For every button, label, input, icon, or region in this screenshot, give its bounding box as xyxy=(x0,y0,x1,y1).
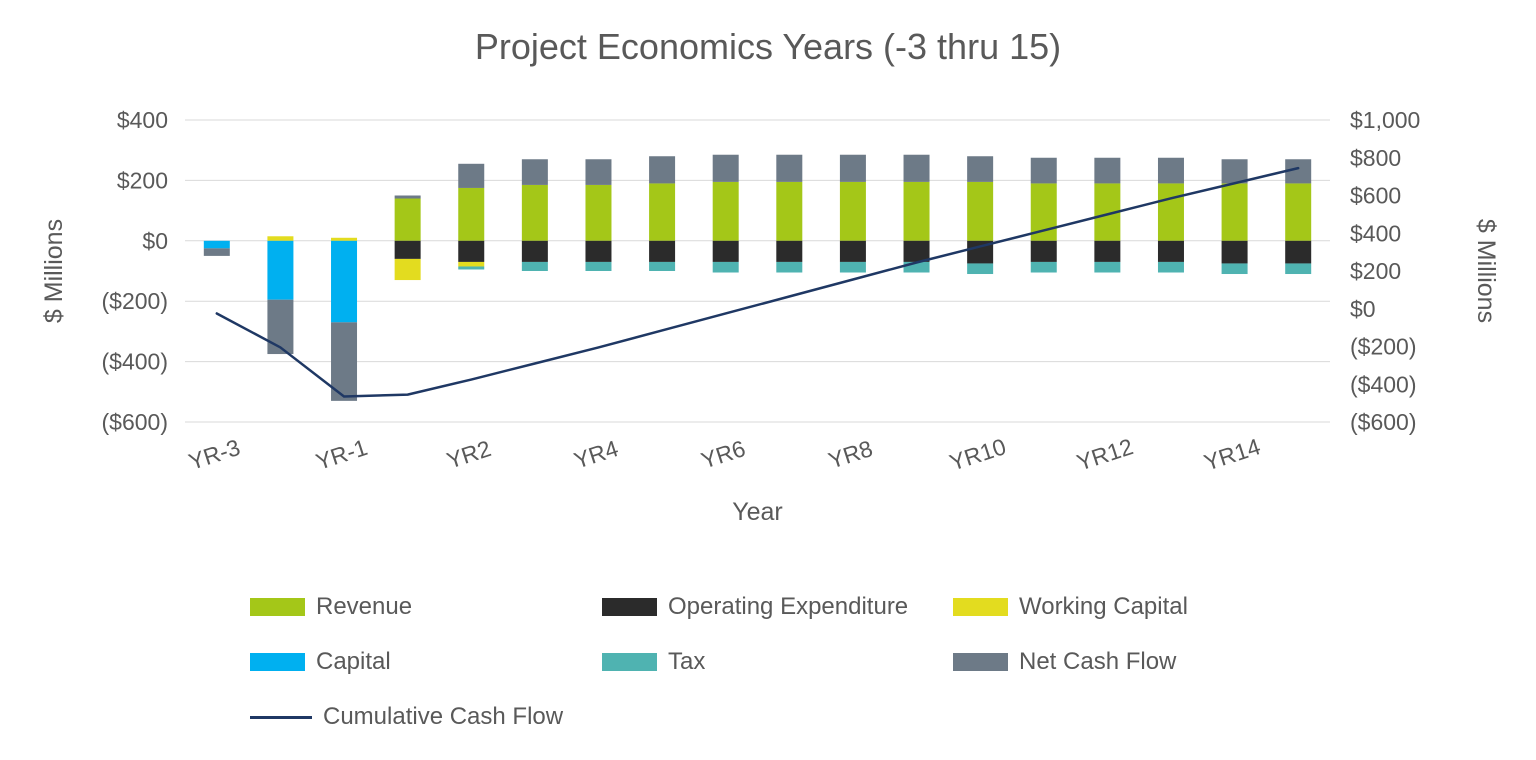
svg-text:YR8: YR8 xyxy=(825,435,876,474)
legend-label-cumulative-cash-flow: Cumulative Cash Flow xyxy=(323,703,564,730)
svg-text:Year: Year xyxy=(732,498,783,526)
chart-plot-area: $400 $200 $0 ($200) ($400) ($600) $1,000 $800 $6… xyxy=(40,107,1500,526)
legend-item-operating-expenditure: Operating Expenditure xyxy=(602,592,908,622)
svg-text:$1,000: $1,000 xyxy=(1350,107,1420,133)
legend-label-revenue: Revenue xyxy=(316,593,413,620)
svg-text:$200: $200 xyxy=(117,167,168,193)
svg-text:YR-1: YR-1 xyxy=(313,434,371,475)
svg-text:YR14: YR14 xyxy=(1201,433,1264,476)
svg-text:$ Millions: $ Millions xyxy=(1472,219,1500,323)
net-cash-flow-swatch-icon xyxy=(953,653,1008,671)
svg-text:$600: $600 xyxy=(1350,183,1401,209)
svg-text:$400: $400 xyxy=(117,107,168,133)
svg-text:YR12: YR12 xyxy=(1074,433,1137,476)
chart-title: Project Economics Years (-3 thru 15) xyxy=(474,26,1062,67)
legend-label-net-cash-flow: Net Cash Flow xyxy=(1019,648,1177,675)
svg-text:YR4: YR4 xyxy=(571,435,622,474)
legend-item-cumulative-cash-flow: Cumulative Cash Flow xyxy=(250,702,563,732)
svg-text:YR2: YR2 xyxy=(443,435,494,474)
svg-text:($200): ($200) xyxy=(1350,334,1416,360)
legend-item-revenue: Revenue xyxy=(250,592,412,622)
svg-text:$ Millions: $ Millions xyxy=(40,219,68,323)
legend-label-capital: Capital xyxy=(316,648,391,675)
working-capital-swatch-icon xyxy=(953,598,1008,616)
legend-label-working-capital: Working Capital xyxy=(1019,593,1188,620)
svg-text:YR-3: YR-3 xyxy=(185,434,243,475)
svg-text:$800: $800 xyxy=(1350,145,1401,171)
svg-text:($400): ($400) xyxy=(102,349,168,375)
svg-text:YR10: YR10 xyxy=(946,433,1009,476)
legend-label-operating-expenditure: Operating Expenditure xyxy=(668,593,909,620)
svg-text:$400: $400 xyxy=(1350,220,1401,246)
legend-item-tax: Tax xyxy=(602,647,705,677)
svg-text:($200): ($200) xyxy=(102,288,168,314)
legend-item-capital: Capital xyxy=(250,647,391,677)
svg-text:$0: $0 xyxy=(142,228,168,254)
svg-text:$200: $200 xyxy=(1350,258,1401,284)
svg-text:($600): ($600) xyxy=(1350,409,1416,435)
legend-item-working-capital: Working Capital xyxy=(953,592,1188,622)
svg-text:YR6: YR6 xyxy=(698,435,749,474)
tax-swatch-icon xyxy=(602,653,657,671)
revenue-swatch-icon xyxy=(250,598,305,616)
svg-text:($600): ($600) xyxy=(102,409,168,435)
cumulative-cash-flow-line-swatch-icon xyxy=(250,715,312,719)
legend-item-net-cash-flow: Net Cash Flow xyxy=(953,647,1176,677)
svg-text:$0: $0 xyxy=(1350,296,1376,322)
svg-text:($400): ($400) xyxy=(1350,371,1416,397)
capital-swatch-icon xyxy=(250,653,305,671)
legend-label-tax: Tax xyxy=(668,648,706,675)
operating-expenditure-swatch-icon xyxy=(602,598,657,616)
